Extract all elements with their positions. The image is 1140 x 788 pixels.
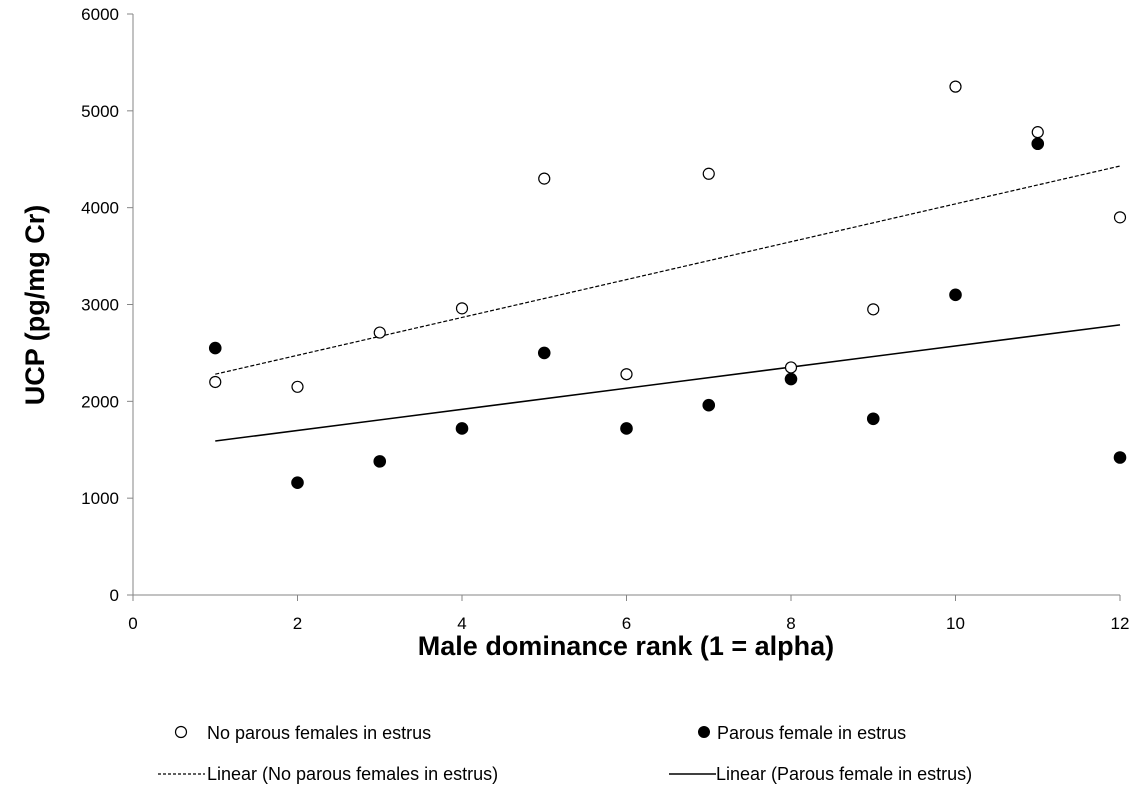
- legend-marker-filled-circle: [698, 726, 710, 738]
- point-parous: [1113, 451, 1127, 464]
- point-parous: [455, 422, 469, 435]
- legend: No parous females in estrus Parous femal…: [158, 723, 972, 784]
- point-no-parous: [784, 361, 798, 374]
- y-axis-title: UCP (pg/mg Cr): [20, 205, 50, 406]
- y-tick-label: 3000: [81, 296, 119, 315]
- data-points: [208, 80, 1127, 489]
- legend-label-series-1: No parous females in estrus: [207, 723, 431, 743]
- point-no-parous: [1113, 211, 1127, 224]
- point-no-parous: [949, 80, 962, 93]
- x-tick-label: 10: [946, 614, 965, 633]
- point-no-parous: [620, 368, 633, 381]
- point-no-parous: [291, 380, 304, 393]
- point-no-parous: [702, 167, 715, 180]
- x-axis-title: Male dominance rank (1 = alpha): [418, 631, 834, 661]
- point-parous: [537, 346, 551, 360]
- trendline-dashed: [215, 165, 1121, 375]
- y-tick-label: 2000: [81, 392, 119, 411]
- point-no-parous: [373, 326, 386, 339]
- y-tick-label: 0: [110, 586, 119, 605]
- point-parous: [866, 412, 880, 426]
- point-parous: [373, 455, 387, 468]
- y-tick-label: 4000: [81, 199, 119, 218]
- point-parous: [702, 398, 716, 412]
- point-parous: [620, 422, 633, 435]
- legend-label-series-2: Parous female in estrus: [717, 723, 906, 743]
- x-tick-label: 12: [1111, 614, 1130, 633]
- point-parous: [949, 288, 962, 302]
- trendlines: [215, 165, 1121, 442]
- y-tick-label: 5000: [81, 102, 119, 121]
- legend-label-trendline-1: Linear (No parous females in estrus): [207, 764, 498, 784]
- point-parous: [784, 372, 798, 386]
- trendline-solid: [215, 324, 1121, 442]
- point-parous: [1031, 137, 1045, 151]
- y-tick-label: 1000: [81, 489, 119, 508]
- point-no-parous: [867, 303, 880, 316]
- legend-marker-open-circle: [174, 725, 188, 739]
- x-tick-label: 8: [786, 614, 795, 633]
- point-no-parous: [209, 375, 222, 389]
- y-axis-ticks: 0 1000 2000 3000 4000 5000 6000: [81, 5, 133, 605]
- x-tick-label: 2: [293, 614, 302, 633]
- legend-label-trendline-2: Linear (Parous female in estrus): [716, 764, 972, 784]
- x-axis-ticks: 0 2 4 6 8 10 12: [128, 595, 1129, 633]
- x-tick-label: 4: [457, 614, 466, 633]
- point-parous: [291, 476, 304, 489]
- x-tick-label: 0: [128, 614, 137, 633]
- y-tick-label: 6000: [81, 5, 119, 24]
- x-tick-label: 6: [622, 614, 631, 633]
- point-no-parous: [1031, 126, 1044, 139]
- point-parous: [208, 341, 222, 355]
- point-no-parous: [538, 172, 551, 185]
- point-no-parous: [455, 302, 469, 315]
